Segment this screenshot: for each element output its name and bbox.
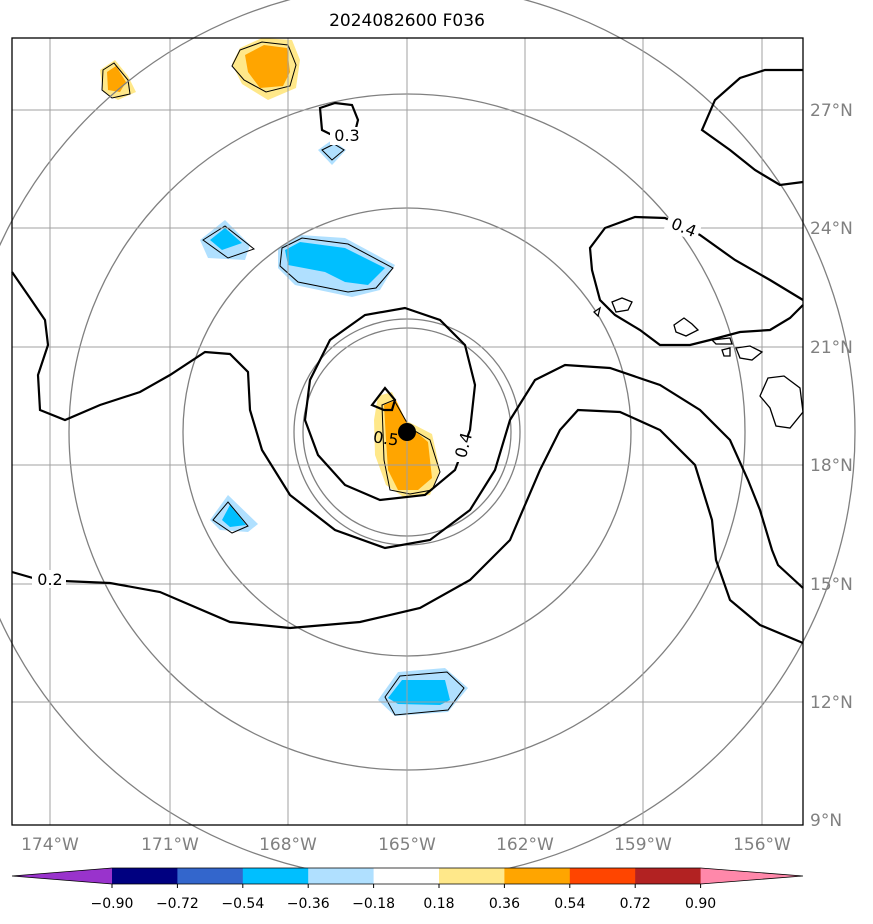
colorbar-bin (373, 868, 440, 884)
lon-label: 165°W (378, 835, 436, 855)
contour-0.5-inner (370, 386, 397, 412)
longitude-labels: 174°W 171°W 168°W 165°W 162°W 159°W 156°… (21, 835, 791, 855)
colorbar-tick-label: 0.54 (554, 896, 585, 912)
map-frame (11, 37, 804, 826)
colorbar-bin (504, 868, 571, 884)
contour-label-0.2: 0.2 (37, 570, 62, 589)
lat-label: 15°N (810, 575, 853, 595)
lat-label: 9°N (810, 811, 842, 831)
lat-label: 12°N (810, 693, 853, 713)
contour-label-0.3: 0.3 (334, 126, 359, 145)
thick-contours (11, 68, 804, 645)
colorbar-tick-label: 0.18 (423, 896, 454, 912)
lon-label: 168°W (259, 835, 317, 855)
colorbar-tick-label: 0.72 (620, 896, 651, 912)
colorbar-bin (439, 868, 505, 884)
lon-label: 159°W (614, 835, 672, 855)
colorbar-bin (569, 868, 636, 884)
colorbar-bin (177, 868, 244, 884)
colorbar: −0.90 −0.72 −0.54 −0.36 −0.18 0.18 0.36 0.54 0.7… (11, 867, 804, 912)
contour-ne (700, 68, 804, 187)
lon-label: 174°W (21, 835, 79, 855)
contour-0.2 (11, 408, 804, 645)
colorbar-extend-high (700, 868, 803, 884)
colorbar-bin (242, 868, 309, 884)
contour-0.2-west (11, 271, 804, 589)
colorbar-tick-label: −0.36 (287, 896, 330, 912)
lat-label: 18°N (810, 456, 853, 476)
colorbar-extend-low (12, 868, 112, 884)
shading-outlines (101, 41, 465, 716)
storm-center-marker (398, 423, 416, 441)
lat-label: 27°N (810, 101, 853, 121)
lon-label: 156°W (733, 835, 791, 855)
graticule (12, 38, 803, 825)
lat-label: 24°N (810, 219, 853, 239)
negative-anomaly-fill (200, 140, 468, 716)
map-title: 2024082600 F036 (329, 11, 485, 31)
lon-label: 171°W (141, 835, 199, 855)
contour-0.4-east (588, 215, 804, 347)
colorbar-tick-label: 0.36 (489, 896, 520, 912)
colorbar-tick-label: −0.18 (352, 896, 395, 912)
latitude-labels: 27°N 24°N 21°N 18°N 15°N 12°N 9°N (810, 101, 853, 831)
colorbar-bin (112, 868, 178, 884)
lat-label: 21°N (810, 338, 853, 358)
contour-label-0.5: 0.5 (372, 427, 400, 449)
islands (592, 297, 804, 429)
colorbar-tick-label: −0.72 (156, 896, 199, 912)
lon-label: 162°W (496, 835, 554, 855)
colorbar-tick-label: −0.54 (221, 896, 264, 912)
map-panel: 0.2 0.3 0.4 0.4 0.5 (0, 0, 856, 881)
colorbar-tick-label: 0.90 (685, 896, 716, 912)
colorbar-bin (308, 868, 375, 884)
colorbar-bin (635, 868, 702, 884)
contour-0.5-ring (303, 306, 477, 502)
colorbar-tick-label: −0.90 (91, 896, 134, 912)
